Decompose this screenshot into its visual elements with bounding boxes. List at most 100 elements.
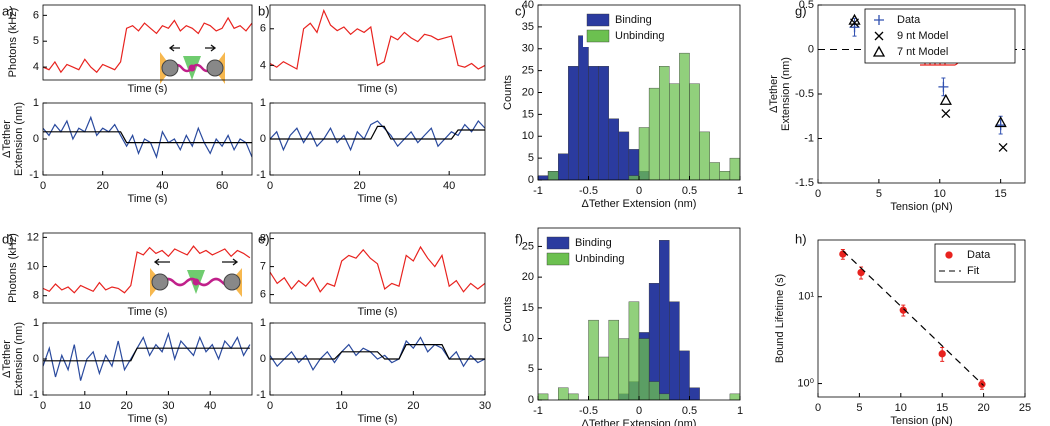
trace bbox=[43, 131, 252, 144]
x-axis-label: Time (s) bbox=[358, 413, 398, 425]
histogram-bar bbox=[659, 240, 670, 400]
y-tick-label: 35 bbox=[522, 21, 534, 33]
fit-line bbox=[842, 250, 985, 386]
histogram-bar bbox=[558, 153, 569, 180]
legend-swatch bbox=[586, 13, 610, 27]
y-tick-label: 0 bbox=[260, 353, 266, 365]
panel-letter: a) bbox=[2, 3, 14, 18]
panel: h) 10⁰ 10¹ 0 5 10 15 20 25 Tension (pN) Bound Life… bbox=[774, 231, 1031, 426]
y-tick-label: 20 bbox=[522, 271, 534, 283]
legend-box bbox=[934, 243, 1016, 283]
marker bbox=[941, 109, 951, 119]
histogram-bar bbox=[588, 319, 599, 400]
histogram-bar bbox=[638, 127, 650, 180]
y-tick-label: 6 bbox=[33, 9, 39, 21]
y-axis-label: Counts bbox=[502, 75, 514, 110]
x-tick-label: -0.5 bbox=[579, 405, 598, 417]
y-axis-label: Extension (nm) bbox=[13, 102, 25, 176]
x-axis-label: Time (s) bbox=[358, 306, 398, 318]
y-axis-label: ΔTether bbox=[1, 340, 13, 378]
x-axis-label: Tension (pN) bbox=[890, 415, 952, 426]
marker bbox=[874, 15, 884, 25]
axes-frame bbox=[42, 322, 253, 396]
histogram-bar bbox=[608, 319, 620, 400]
y-tick-label: 30 bbox=[522, 43, 534, 55]
y-tick-label: 12 bbox=[27, 231, 39, 243]
x-tick-label: 0 bbox=[815, 402, 821, 414]
panel: e) 6 7 8 Time (s) bbox=[258, 231, 486, 318]
legend-label: Fit bbox=[967, 265, 979, 277]
y-tick-label: 0 bbox=[33, 133, 39, 145]
x-tick-label: -0.5 bbox=[579, 185, 598, 197]
y-tick-label: 4 bbox=[33, 61, 39, 73]
x-tick-label: 10 bbox=[336, 400, 348, 412]
histogram-bar bbox=[679, 52, 690, 180]
y-tick-label: -1.5 bbox=[795, 177, 814, 189]
x-tick-label: 30 bbox=[479, 400, 491, 412]
y-tick-label: 10 bbox=[522, 332, 534, 344]
x-tick-label: 0 bbox=[267, 180, 273, 192]
x-tick-label: 0 bbox=[636, 185, 642, 197]
plot-area bbox=[43, 16, 252, 74]
trace bbox=[270, 336, 485, 371]
y-axis-label: Photons (kHz) bbox=[7, 233, 19, 303]
trace bbox=[270, 125, 485, 140]
y-tick-label: 0.5 bbox=[799, 0, 814, 11]
panel-letter: d) bbox=[2, 231, 14, 246]
y-tick-label: -1 bbox=[804, 132, 814, 144]
y-tick-label: 10⁰ bbox=[797, 377, 814, 389]
y-tick-label: -1 bbox=[256, 169, 266, 181]
y-tick-label: 5 bbox=[33, 35, 39, 47]
x-tick-label: 1 bbox=[737, 185, 743, 197]
marker bbox=[945, 251, 953, 259]
x-axis-label: Time (s) bbox=[128, 193, 168, 205]
y-tick-label: 0 bbox=[260, 133, 266, 145]
histogram-bar bbox=[628, 175, 640, 180]
y-tick-label: 7 bbox=[260, 261, 266, 273]
x-axis-label: Time (s) bbox=[128, 306, 168, 318]
x-axis-label: Time (s) bbox=[358, 83, 398, 95]
x-tick-label: 0.5 bbox=[682, 185, 697, 197]
y-axis-label: Photons (kHz) bbox=[7, 8, 19, 78]
y-tick-label: 0 bbox=[528, 174, 534, 186]
x-tick-label: 5 bbox=[876, 188, 882, 200]
axes-frame bbox=[42, 4, 253, 81]
axes-frame bbox=[537, 227, 741, 401]
plot-area bbox=[43, 115, 252, 159]
y-tick-label: 1 bbox=[260, 97, 266, 109]
histogram-bar bbox=[719, 171, 731, 180]
y-tick-label: 10 bbox=[522, 130, 534, 142]
plot-area bbox=[43, 331, 251, 381]
axes-frame bbox=[269, 232, 486, 304]
marker bbox=[939, 93, 952, 105]
y-tick-label: 20 bbox=[522, 86, 534, 98]
x-tick-label: 5 bbox=[856, 402, 862, 414]
panel: b) 4 6 Time (s) bbox=[258, 3, 486, 95]
y-axis-label: Extension (nm) bbox=[780, 57, 792, 131]
panel: c) 0 5 10 15 20 25 30 35 40 -1 -0.5 0 0.5 1 ΔTether Ext… bbox=[502, 0, 743, 210]
histogram-bar bbox=[538, 175, 549, 180]
plot-area bbox=[270, 245, 485, 293]
plot-area bbox=[270, 120, 485, 152]
histogram-bar bbox=[628, 301, 640, 400]
x-axis-label: Time (s) bbox=[128, 83, 168, 95]
marker bbox=[874, 31, 884, 41]
histogram-bar bbox=[638, 338, 650, 400]
marker bbox=[938, 81, 949, 92]
axes-frame bbox=[42, 102, 253, 176]
x-axis-label: ΔTether Extension (nm) bbox=[582, 418, 697, 426]
axes-frame bbox=[269, 4, 486, 81]
y-tick-label: 0 bbox=[528, 394, 534, 406]
y-tick-label: -0.5 bbox=[795, 88, 814, 100]
plot-area bbox=[839, 248, 986, 390]
marker bbox=[995, 120, 1006, 131]
marker bbox=[848, 13, 861, 25]
histogram-bar bbox=[699, 131, 710, 180]
legend-label: Binding bbox=[575, 237, 612, 249]
panel-letter: g) bbox=[795, 3, 807, 18]
axes-frame bbox=[42, 232, 253, 304]
y-tick-label: 6 bbox=[260, 23, 266, 35]
x-tick-label: 0 bbox=[40, 400, 46, 412]
